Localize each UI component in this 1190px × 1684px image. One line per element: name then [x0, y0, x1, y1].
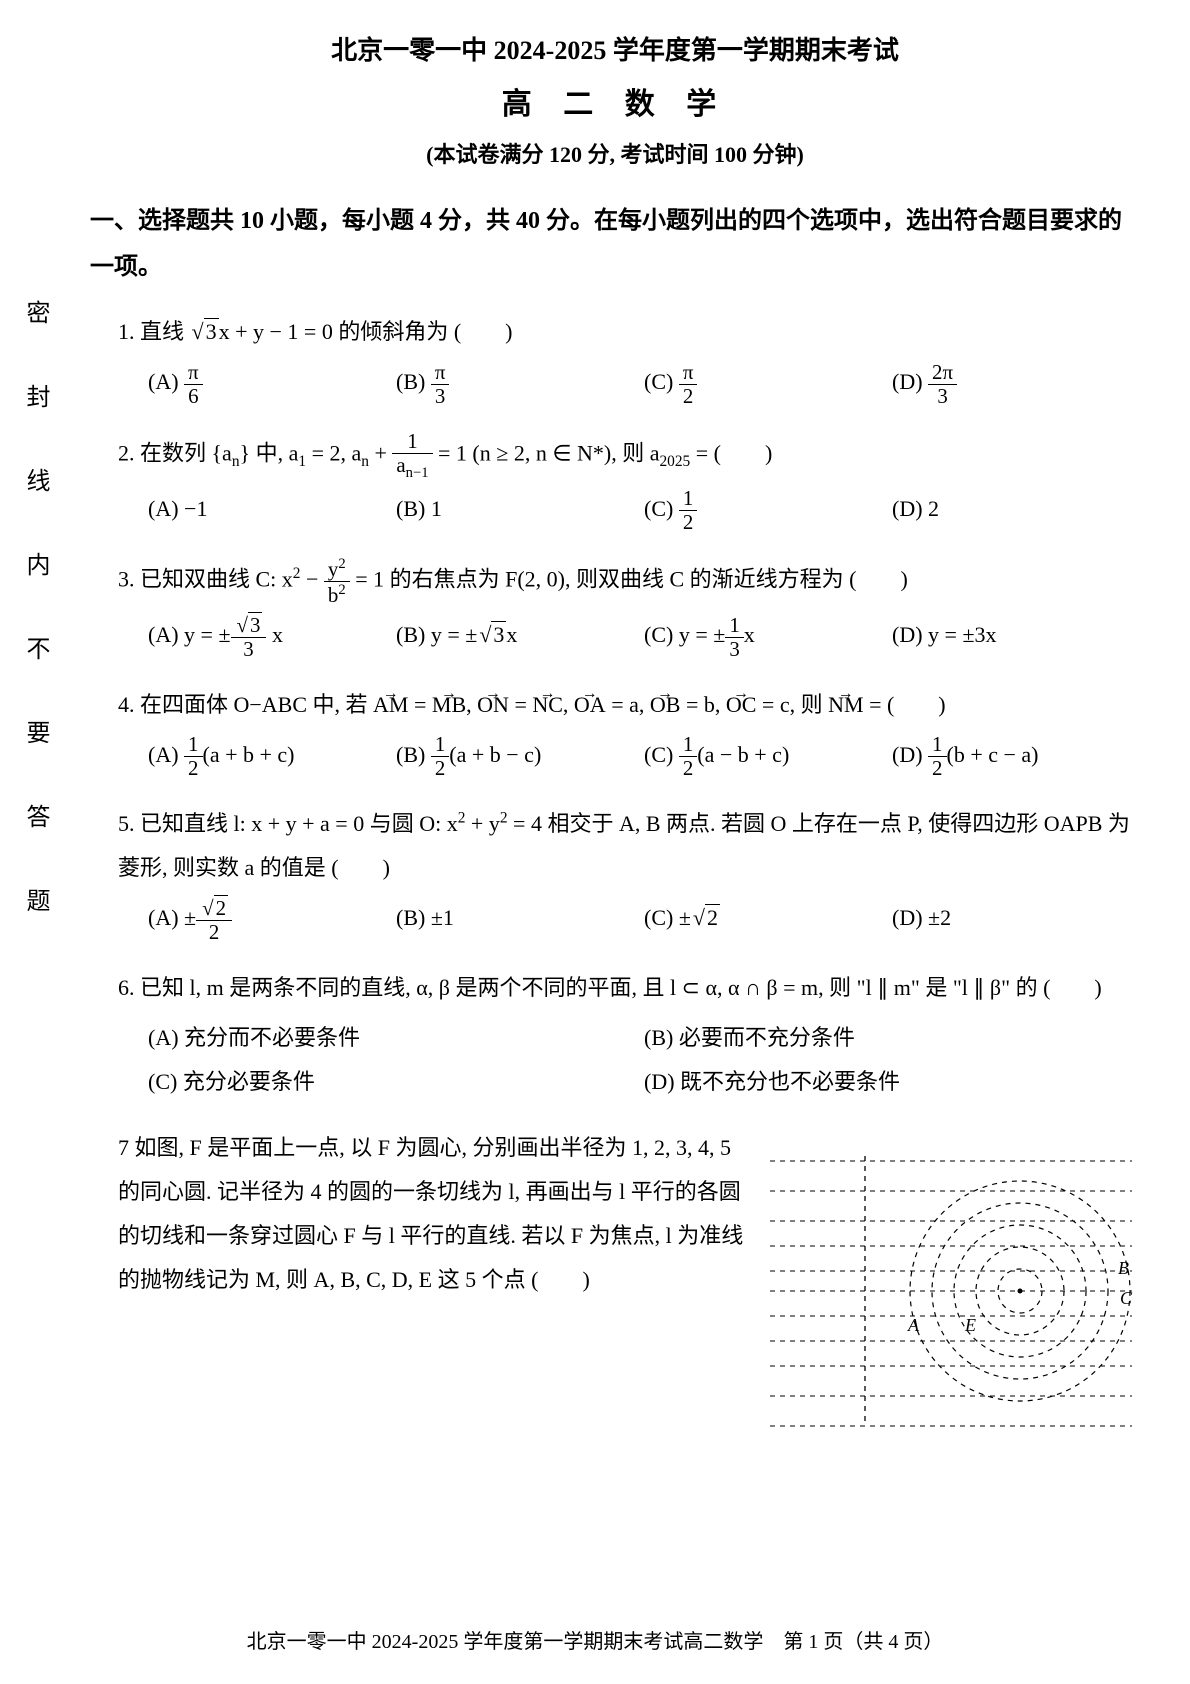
q1-opt-a: (A) π6: [148, 360, 396, 407]
q6-options: (A) 充分而不必要条件 (B) 必要而不充分条件 (C) 充分必要条件 (D)…: [118, 1016, 1140, 1104]
q3-options: (A) y = ±33 x (B) y = ±3x (C) y = ±13x (…: [118, 613, 1140, 660]
section-1-heading: 一、选择题共 10 小题，每小题 4 分，共 40 分。在每小题列出的四个选项中…: [90, 199, 1140, 290]
question-6: 6. 已知 l, m 是两条不同的直线, α, β 是两个不同的平面, 且 l …: [90, 966, 1140, 1104]
q1-options: (A) π6 (B) π3 (C) π2 (D) 2π3: [118, 360, 1140, 407]
q6-number: 6.: [118, 975, 135, 1000]
q2-opt-a: (A) −1: [148, 487, 396, 534]
q5-stem: 5. 已知直线 l: x + y + a = 0 与圆 O: x2 + y2 =…: [118, 802, 1140, 890]
q3-stem: 3. 已知双曲线 C: x2 − y2b2 = 1 的右焦点为 F(2, 0),…: [118, 556, 1140, 607]
svg-text:E: E: [964, 1315, 976, 1335]
question-4: 4. 在四面体 O−ABC 中, 若 AM = MB, ON = NC, OA …: [90, 683, 1140, 780]
q4-options: (A) 12(a + b + c) (B) 12(a + b − c) (C) …: [118, 733, 1140, 780]
q6-opt-a: (A) 充分而不必要条件: [148, 1016, 644, 1060]
svg-text:B: B: [1118, 1258, 1129, 1278]
q7-number: 7: [118, 1135, 129, 1160]
q4-opt-a: (A) 12(a + b + c): [148, 733, 396, 780]
q2-opt-b: (B) 1: [396, 487, 644, 534]
exam-info: (本试卷满分 120 分, 考试时间 100 分钟): [90, 137, 1140, 169]
svg-text:A: A: [907, 1315, 920, 1335]
q3-number: 3.: [118, 567, 135, 592]
q4-stem: 4. 在四面体 O−ABC 中, 若 AM = MB, ON = NC, OA …: [118, 683, 1140, 727]
q2-number: 2.: [118, 440, 135, 465]
q1-stem: 1. 直线 3x + y − 1 = 0 的倾斜角为 ( ): [118, 310, 1140, 354]
q6-stem: 6. 已知 l, m 是两条不同的直线, α, β 是两个不同的平面, 且 l …: [118, 966, 1140, 1010]
q3-opt-a: (A) y = ±33 x: [148, 613, 396, 660]
q6-opt-b: (B) 必要而不充分条件: [644, 1016, 1140, 1060]
q2-options: (A) −1 (B) 1 (C) 12 (D) 2: [118, 487, 1140, 534]
q1-stem-post: 的倾斜角为 ( ): [338, 319, 512, 344]
question-1: 1. 直线 3x + y − 1 = 0 的倾斜角为 ( ) (A) π6 (B…: [90, 310, 1140, 407]
q3-opt-d: (D) y = ±3x: [892, 613, 1140, 660]
q2-opt-d: (D) 2: [892, 487, 1140, 534]
q5-options: (A) ±22 (B) ±1 (C) ±2 (D) ±2: [118, 896, 1140, 943]
q1-opt-b: (B) π3: [396, 360, 644, 407]
q3-opt-c: (C) y = ±13x: [644, 613, 892, 660]
q4-opt-d: (D) 12(b + c − a): [892, 733, 1140, 780]
page-footer: 北京一零一中 2024-2025 学年度第一学期期末考试高二数学 第 1 页（共…: [0, 1625, 1190, 1654]
q6-opt-c: (C) 充分必要条件: [148, 1060, 644, 1104]
q7-figure: A E BC: [760, 1126, 1140, 1446]
q5-opt-b: (B) ±1: [396, 896, 644, 943]
q4-opt-c: (C) 12(a − b + c): [644, 733, 892, 780]
school-title: 北京一零一中 2024-2025 学年度第一学期期末考试: [90, 30, 1140, 67]
q5-opt-c: (C) ±2: [644, 896, 892, 943]
q5-number: 5.: [118, 811, 135, 836]
svg-text:C: C: [1120, 1288, 1133, 1308]
question-7: 7 如图, F 是平面上一点, 以 F 为圆心, 分别画出半径为 1, 2, 3…: [90, 1126, 1140, 1446]
q6-opt-d: (D) 既不充分也不必要条件: [644, 1060, 1140, 1104]
exam-header: 北京一零一中 2024-2025 学年度第一学期期末考试 高 二 数 学 (本试…: [90, 30, 1140, 169]
q3-opt-b: (B) y = ±3x: [396, 613, 644, 660]
subject-title: 高 二 数 学: [90, 79, 1140, 123]
question-5: 5. 已知直线 l: x + y + a = 0 与圆 O: x2 + y2 =…: [90, 802, 1140, 943]
q1-number: 1.: [118, 319, 135, 344]
q4-number: 4.: [118, 692, 135, 717]
question-3: 3. 已知双曲线 C: x2 − y2b2 = 1 的右焦点为 F(2, 0),…: [90, 556, 1140, 660]
q5-opt-d: (D) ±2: [892, 896, 1140, 943]
binding-margin-label: 密封线内不要答题: [18, 300, 53, 972]
q4-opt-b: (B) 12(a + b − c): [396, 733, 644, 780]
q1-opt-d: (D) 2π3: [892, 360, 1140, 407]
q1-stem-pre: 直线: [140, 319, 190, 344]
q5-opt-a: (A) ±22: [148, 896, 396, 943]
q1-opt-c: (C) π2: [644, 360, 892, 407]
q2-opt-c: (C) 12: [644, 487, 892, 534]
question-2: 2. 在数列 {an} 中, a1 = 2, an + 1an−1 = 1 (n…: [90, 430, 1140, 535]
q7-stem: 7 如图, F 是平面上一点, 以 F 为圆心, 分别画出半径为 1, 2, 3…: [118, 1126, 744, 1446]
q2-stem: 2. 在数列 {an} 中, a1 = 2, an + 1an−1 = 1 (n…: [118, 430, 1140, 481]
